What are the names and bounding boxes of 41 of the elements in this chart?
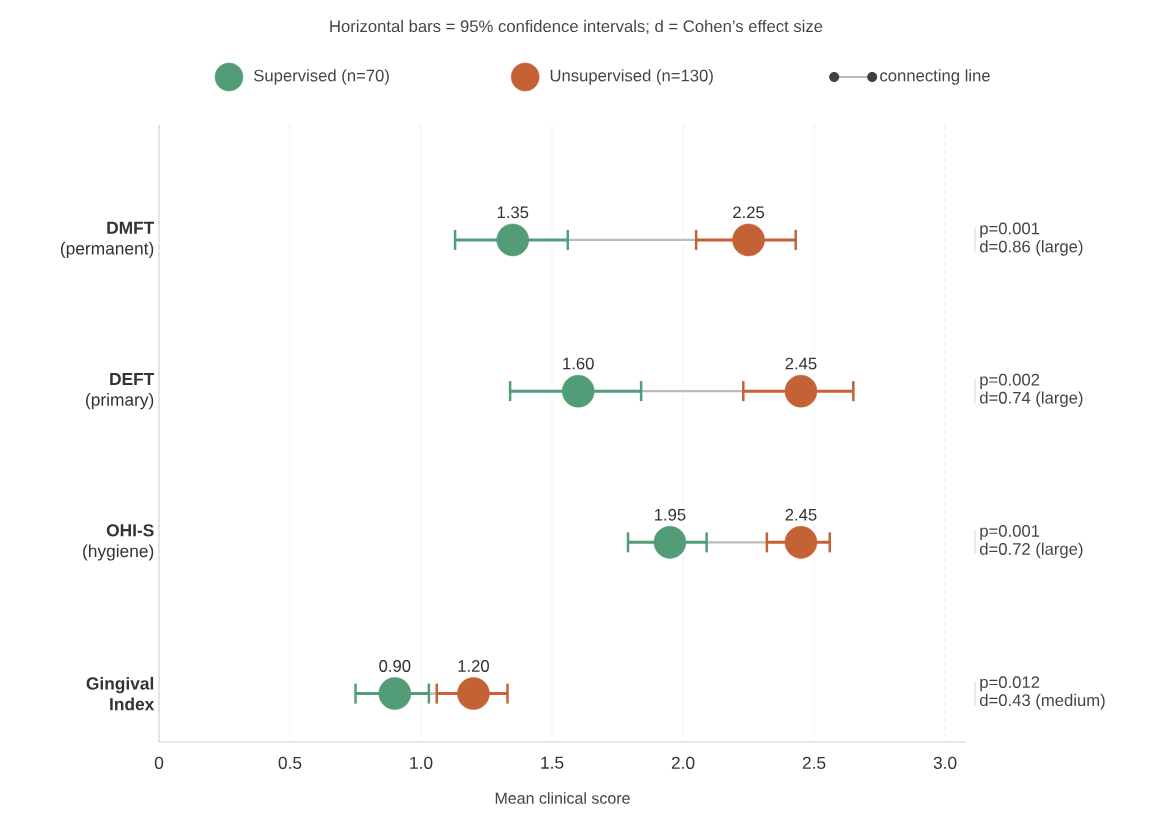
x-tick-label: 2.5 [802, 756, 826, 769]
data-label: 2.45 [785, 357, 817, 370]
data-label: 2.45 [785, 508, 817, 521]
y-tick-label: Gingival Index [86, 676, 155, 711]
x-tick-label: 0 [154, 756, 164, 769]
data-label: 0.90 [379, 660, 411, 672]
x-tick-label: 1.5 [541, 756, 564, 769]
point [496, 223, 529, 257]
x-tick-label: 3.0 [933, 756, 957, 769]
text: p=0.012 [980, 676, 1040, 692]
data-label: 1.35 [497, 206, 529, 219]
point [784, 374, 818, 408]
x-axis-title: Mean clinical score [495, 792, 630, 804]
text: d=0.86 (large) [979, 240, 1083, 256]
data-label: 1.60 [563, 357, 594, 370]
bar [706, 541, 767, 544]
text: p=0.001 [980, 525, 1040, 541]
x-tick-label: 0.5 [278, 756, 302, 769]
data-label: 2.25 [733, 206, 765, 219]
legend-label: connecting line [880, 69, 990, 85]
chart-title: Horizontal bars = 95% confidence intervals; d = Cohen’s effect size [330, 19, 823, 35]
legend-label: Unsupervised (n=130) [550, 69, 713, 85]
text: d=0.72 (large) [979, 542, 1083, 559]
point [561, 374, 595, 408]
text: p=0.002 [980, 373, 1040, 389]
legend-label: Supervised (n=70) [254, 69, 389, 85]
y-tick-label: DEFT (primary) [86, 373, 155, 410]
data-label: 1.20 [458, 660, 489, 672]
point [457, 677, 490, 710]
point [732, 223, 765, 257]
text: d=0.43 (medium) [979, 693, 1105, 710]
text: p=0.001 [980, 222, 1040, 238]
data-label: 1.95 [654, 508, 686, 521]
point [378, 677, 412, 710]
text: d=0.74 (large) [979, 391, 1083, 407]
y-tick-label: OHI-S (hygiene) [83, 524, 154, 561]
x-tick-label: 1.0 [410, 756, 433, 769]
point [784, 526, 818, 559]
x-tick-label: 2.0 [671, 756, 695, 769]
y-tick-label: DMFT (permanent) [60, 221, 155, 259]
point [653, 526, 687, 559]
